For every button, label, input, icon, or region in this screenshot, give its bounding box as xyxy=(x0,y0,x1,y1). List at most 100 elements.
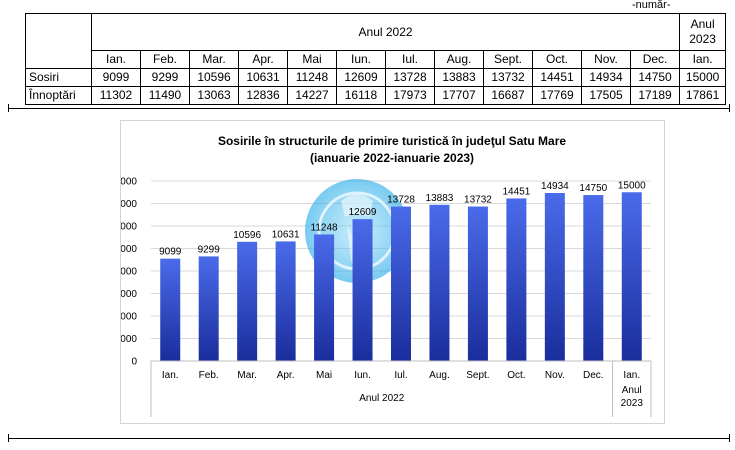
bar xyxy=(621,192,642,361)
table-cell: 13732 xyxy=(483,68,533,87)
month-header: Nov. xyxy=(581,50,631,69)
y-tick-label: 14000 xyxy=(121,199,137,210)
data-label: 13728 xyxy=(387,195,415,206)
x-tick-label: Mai xyxy=(316,370,332,381)
data-label: 14451 xyxy=(502,186,530,197)
table-cell: 11490 xyxy=(140,86,190,105)
month-header: Ian. xyxy=(91,50,141,69)
table-cell: 12836 xyxy=(238,86,288,105)
month-header: Oct. xyxy=(532,50,582,69)
year-2023-header: Anul 2023 xyxy=(679,13,727,51)
table-cell: 17505 xyxy=(581,86,631,105)
x-tick-label: Iul. xyxy=(394,370,407,381)
table-cell: 13883 xyxy=(434,68,484,87)
y-tick-label: 12000 xyxy=(121,222,137,233)
bar xyxy=(275,241,296,361)
rule-tick xyxy=(729,104,730,112)
table-cell: 9299 xyxy=(140,68,190,87)
table-cell: 11248 xyxy=(287,68,337,87)
data-table: Anul 2022 Anul 2023 Ian. Feb. Mar. Apr. Mai I… xyxy=(25,13,727,105)
table-cell: 14227 xyxy=(287,86,337,105)
x-tick-label: Nov. xyxy=(545,370,565,381)
bar xyxy=(429,204,450,361)
month-header: Mar. xyxy=(189,50,239,69)
x-tick-label: Iun. xyxy=(354,370,371,381)
table-cell: 12609 xyxy=(336,68,386,87)
table-cell: 17707 xyxy=(434,86,484,105)
group-label: Anul 2023 xyxy=(621,385,644,409)
data-label: 10596 xyxy=(233,230,261,241)
bar xyxy=(544,192,565,361)
bottom-rule xyxy=(8,438,730,439)
table-cell: 16687 xyxy=(483,86,533,105)
table-corner xyxy=(25,13,92,69)
y-tick-label: 16000 xyxy=(121,177,137,188)
chart-title: Sosirile în structurile de primire turis… xyxy=(218,134,566,148)
table-row-innoptari: Înnoptări 11302 11490 13063 12836 14227 16118… xyxy=(25,86,727,105)
bar xyxy=(352,219,373,361)
table-cell: 15000 xyxy=(679,68,727,87)
month-header: Sept. xyxy=(483,50,533,69)
table-cell: 11302 xyxy=(91,86,141,105)
month-header: Dec. xyxy=(629,50,681,69)
table-cell: 17973 xyxy=(385,86,435,105)
bar xyxy=(467,206,488,361)
chart-subtitle: (ianuarie 2022-ianuarie 2023) xyxy=(310,151,474,165)
table-cell: 16118 xyxy=(336,86,386,105)
table-cell: 9099 xyxy=(91,68,141,87)
group-label: Anul 2022 xyxy=(359,393,404,404)
bar xyxy=(237,241,258,361)
x-tick-label: Sept. xyxy=(466,370,489,381)
rule-tick xyxy=(8,104,9,112)
y-tick-label: 10000 xyxy=(121,244,137,255)
month-header-row: Ian. Feb. Mar. Apr. Mai Iun. Iul. Aug. Sept. Oct.… xyxy=(26,50,727,69)
data-label: 9099 xyxy=(159,247,182,258)
bar xyxy=(160,258,181,361)
data-label: 11248 xyxy=(311,222,339,233)
bar xyxy=(314,234,335,361)
y-tick-label: 6000 xyxy=(121,289,137,300)
y-tick-label: 0 xyxy=(131,357,137,368)
y-tick-label: 8000 xyxy=(121,267,137,278)
year-2022-header: Anul 2022 xyxy=(90,13,681,51)
row-label: Sosiri xyxy=(25,68,92,87)
month-header: Aug. xyxy=(434,50,484,69)
data-label: 13732 xyxy=(464,195,492,206)
x-tick-label: Apr. xyxy=(277,370,295,381)
table-cell: 14451 xyxy=(532,68,582,87)
x-tick-label: Oct. xyxy=(507,370,525,381)
table-cell: 13063 xyxy=(189,86,239,105)
table-cell: 10596 xyxy=(189,68,239,87)
x-tick-label: Dec. xyxy=(583,370,604,381)
bar xyxy=(506,198,527,361)
x-tick-label: Aug. xyxy=(429,370,450,381)
data-label: 14750 xyxy=(579,183,607,194)
data-label: 10631 xyxy=(272,229,300,240)
bar xyxy=(583,195,604,361)
data-label: 9299 xyxy=(198,244,221,255)
row-label: Înnoptări xyxy=(25,86,92,105)
top-rule xyxy=(8,108,730,109)
month-header: Ian. xyxy=(679,50,727,69)
bar-chart: Sosirile în structurile de primire turis… xyxy=(121,134,652,417)
x-tick-label: Mar. xyxy=(237,370,256,381)
table-cell: 14934 xyxy=(581,68,631,87)
table-row-sosiri: Sosiri 9099 9299 10596 10631 11248 12609 13728… xyxy=(25,68,727,87)
unit-label: -număr- xyxy=(632,0,671,11)
x-tick-label: Ian. xyxy=(623,370,640,381)
table-cell: 14750 xyxy=(629,68,681,87)
chart-panel: Sosirile în structurile de primire turis… xyxy=(120,120,665,424)
bar xyxy=(198,256,219,361)
data-label: 14934 xyxy=(541,181,569,192)
data-label: 13883 xyxy=(426,193,454,204)
x-tick-label: Ian. xyxy=(162,370,179,381)
table-cell: 13728 xyxy=(385,68,435,87)
watermark-shape xyxy=(341,194,373,217)
month-header: Mai xyxy=(287,50,337,69)
table-cell: 17189 xyxy=(629,86,681,105)
y-tick-label: 4000 xyxy=(121,312,137,323)
bar xyxy=(391,206,411,361)
x-tick-label: Feb. xyxy=(199,370,219,381)
y-tick-label: 2000 xyxy=(121,334,137,345)
rule-tick xyxy=(729,434,730,442)
